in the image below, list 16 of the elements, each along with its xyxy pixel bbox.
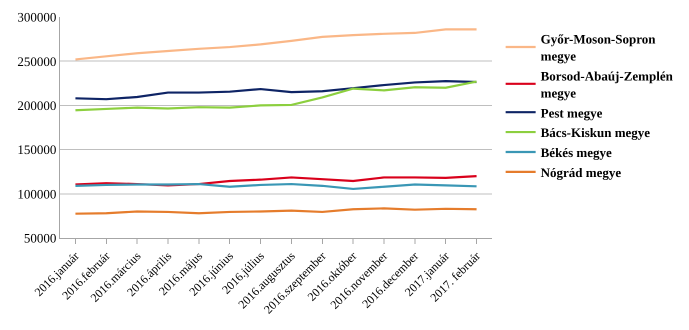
legend-label: Bács-Kiskun megye: [540, 125, 650, 140]
line-series: [74, 80, 478, 112]
line-series: [74, 28, 478, 61]
legend-label: Győr-Moson-Sopron megye: [540, 32, 656, 64]
y-tick-label: 50000: [24, 230, 56, 246]
y-tick-label: 200000: [17, 98, 56, 113]
line-series: [74, 175, 478, 186]
y-tick-label: 250000: [17, 54, 56, 69]
legend-label: Nógrád megye: [540, 164, 622, 180]
legend-label: Békés megye: [540, 145, 612, 160]
legend-label: Pest megye: [540, 105, 603, 120]
y-tick-label: 150000: [17, 142, 56, 158]
y-tick-label: 100000: [17, 186, 56, 202]
legend-label: Borsod-Abaúj-Zemplén megye: [540, 68, 674, 100]
y-tick-label: 300000: [17, 10, 56, 25]
line-series: [74, 80, 478, 100]
